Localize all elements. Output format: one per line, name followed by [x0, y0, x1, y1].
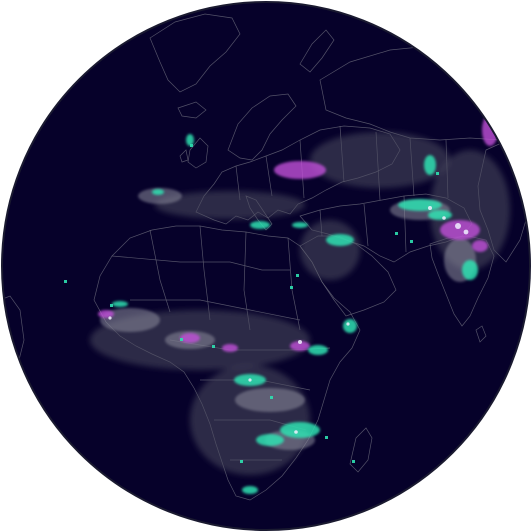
data-overlay	[64, 114, 510, 494]
british-isles-outline	[179, 137, 209, 169]
madagascar-outline	[349, 427, 373, 473]
sri-lanka-outline	[475, 325, 487, 343]
iceland-outline	[177, 101, 207, 119]
scandinavia-outline	[227, 93, 297, 161]
south-america-edge-outline	[2, 295, 25, 393]
greenland-outline	[149, 13, 241, 93]
africa-outline	[93, 225, 361, 501]
novaya-zemlya-outline	[299, 29, 335, 73]
